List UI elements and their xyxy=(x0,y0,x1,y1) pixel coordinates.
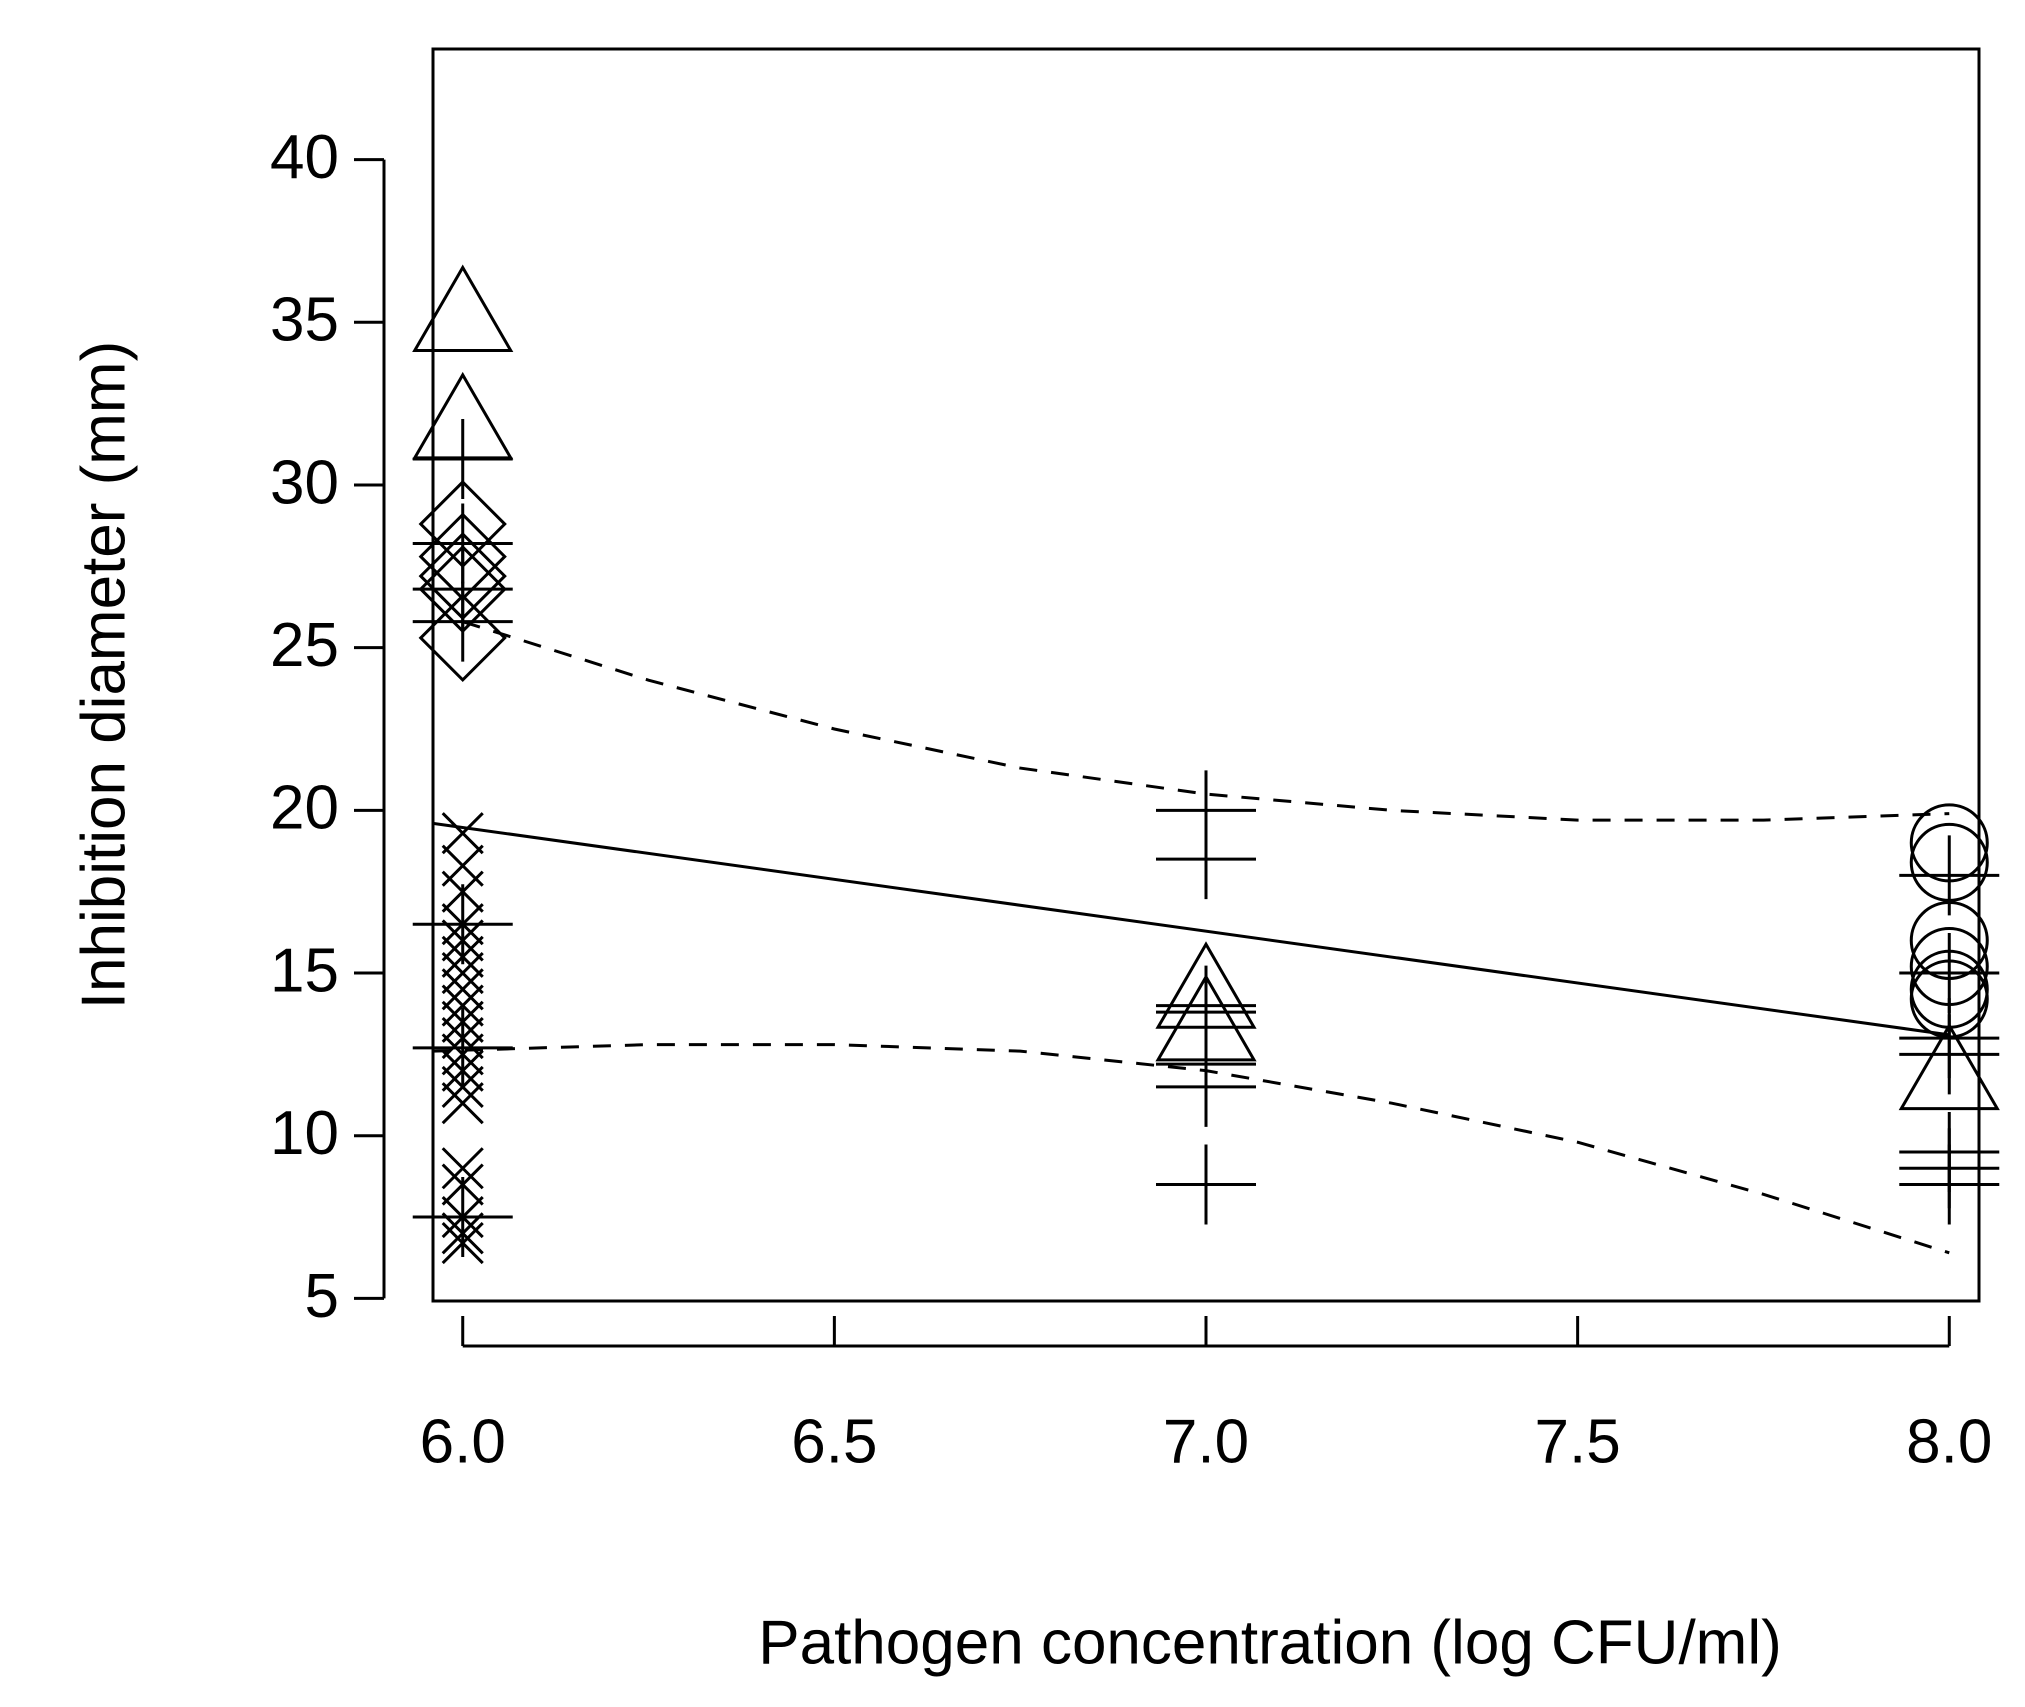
plus-marker xyxy=(412,884,513,965)
plus-marker xyxy=(1899,1144,2000,1225)
plus-marker xyxy=(412,1007,513,1088)
x-tick-label: 6.5 xyxy=(791,1407,877,1476)
triangle-marker xyxy=(412,264,514,353)
cross-marker xyxy=(441,984,484,1027)
cross-marker xyxy=(441,812,484,855)
y-tick-label: 5 xyxy=(305,1262,339,1331)
circle-marker xyxy=(1909,927,1989,1007)
confidence-band xyxy=(432,1043,1950,1255)
y-tick-label: 10 xyxy=(270,1099,339,1168)
circle-marker xyxy=(1909,803,1989,883)
circle-marker xyxy=(1909,900,1989,980)
y-tick-label: 40 xyxy=(270,123,339,192)
plus-marker xyxy=(1156,1144,1256,1225)
regression-line xyxy=(432,821,1950,1037)
plus-marker xyxy=(1156,819,1256,900)
plot-frame xyxy=(431,47,1981,1303)
y-tick-label: 30 xyxy=(270,448,339,517)
diamond-marker xyxy=(418,593,507,683)
y-tick-label: 20 xyxy=(270,774,339,843)
plus-marker xyxy=(412,418,513,499)
cross-marker xyxy=(441,1082,484,1125)
y-tick-label: 15 xyxy=(270,936,339,1005)
circle-marker xyxy=(1909,822,1989,902)
cross-marker xyxy=(441,1147,484,1190)
y-axis-label: Inhibition diameter (mm) xyxy=(69,341,138,1009)
triangle-marker xyxy=(1898,1022,2000,1111)
x-tick-label: 7.5 xyxy=(1535,1407,1621,1476)
x-tick-label: 7.0 xyxy=(1163,1407,1249,1476)
confidence-band xyxy=(462,620,1950,822)
x-axis-label: Pathogen concentration (log CFU/ml) xyxy=(758,1608,1781,1677)
plus-marker xyxy=(412,1177,513,1258)
cross-marker xyxy=(441,951,484,995)
y-tick-label: 25 xyxy=(270,611,339,680)
x-tick-label: 6.0 xyxy=(420,1407,506,1476)
y-tick-label: 35 xyxy=(270,286,339,355)
x-tick-label: 8.0 xyxy=(1906,1407,1992,1476)
circle-marker xyxy=(1909,959,1989,1039)
cross-marker xyxy=(441,968,484,1011)
plus-marker xyxy=(1156,1046,1256,1127)
